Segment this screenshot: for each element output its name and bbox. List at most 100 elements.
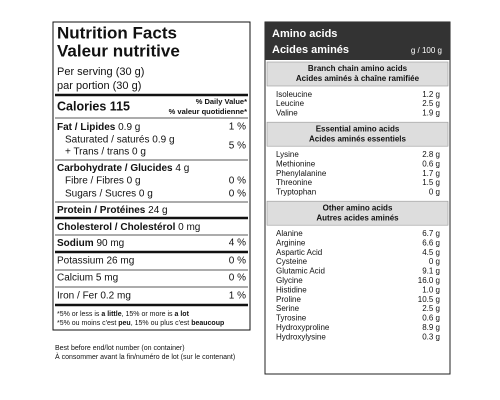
amino-amount: 2.8 g [422,150,440,159]
dv: 0 % [229,189,246,200]
amino-amount: 8.9 g [422,323,440,332]
amino-amount: 0.6 g [422,159,440,168]
amount: 90 mg [96,238,124,249]
amino-name: Threonine [276,178,313,187]
section-title: Other amino acids [323,203,393,212]
amino-amount: 0 g [429,257,440,266]
trans: + Trans / trans 0 g [65,147,146,158]
lot-note: Best before end/lot number (on container… [55,345,185,352]
amount: 0 mg [178,222,200,233]
calcium: Calcium 5 mg [57,273,118,284]
amino-amount: 0.6 g [422,314,440,323]
dv: 4 % [229,238,246,249]
amino-name: Glycine [276,276,303,285]
amino-name: Proline [276,295,301,304]
amino-name: Serine [276,304,300,313]
carbohydrate: Carbohydrate / Glucides 4 g [57,163,189,174]
text: , 15% ou plus c'est [131,320,191,327]
amino-name: Arginine [276,238,306,247]
label: Carbohydrate / Glucides [57,163,173,174]
amino-amount: 1.7 g [422,169,440,178]
amino-name: Leucine [276,99,305,108]
amino-amount: 4.5 g [422,248,440,257]
dv: 1 % [229,291,246,302]
fat: Fat / Lipides 0.9 g [57,122,140,133]
label: Sodium [57,238,94,249]
section-title-fr: Acides aminés à chaîne ramifiée [296,74,420,83]
sugars: Sugars / Sucres 0 g [65,189,153,200]
amino-name: Isoleucine [276,90,313,99]
dv: 0 % [229,256,246,267]
serving: Per serving (30 g) [57,66,144,78]
label: Protein / Protéines [57,205,146,216]
label: Cholesterol / Cholestérol [57,222,176,233]
amino-amount: 10.5 g [418,295,440,304]
amino-amount: 9.1 g [422,267,440,276]
amino-name: Phenylalanine [276,169,327,178]
amino-name: Hydroxylysine [276,332,326,341]
section-header [266,61,449,87]
sodium: Sodium 90 mg [57,238,124,249]
protein: Protein / Protéines 24 g [57,205,168,216]
amino-unit: g / 100 g [411,46,442,55]
text: *5% ou moins c'est [57,320,118,327]
amount: 0.9 g [118,122,140,133]
text: peu [118,320,130,327]
nutrition-box [52,21,251,331]
amino-amount: 0 g [429,188,440,197]
amino-amount: 2.5 g [422,304,440,313]
amino-name: Alanine [276,229,303,238]
section-title: Essential amino acids [316,124,400,133]
section-title: Branch chain amino acids [308,64,408,73]
text: , 15% or more is [122,311,175,318]
text: a lot [175,311,190,318]
amino-header [265,22,450,60]
amino-name: Hydroxyproline [276,323,330,332]
amino-amount: 16.0 g [418,276,440,285]
dv: 5 % [229,141,246,152]
amino-name: Valine [276,109,298,118]
amount: 4 g [175,163,189,174]
calories: Calories 115 [57,99,130,113]
amino-amount: 6.6 g [422,238,440,247]
amino-amount: 1.9 g [422,109,440,118]
dv-header: % Daily Value* [196,97,247,106]
serving-fr: par portion (30 g) [57,80,141,92]
section-header [266,200,449,226]
dv: 0 % [229,273,246,284]
amino-name: Lysine [276,150,299,159]
title-fr: Valeur nutritive [57,41,180,60]
dv-header-fr: % valeur quotidienne* [169,107,247,116]
dv: 1 % [229,122,246,133]
lot-note-fr: À consommer avant la fin/numéro de lot (… [55,352,235,361]
amino-amount: 0.3 g [422,332,440,341]
amino-name: Tyrosine [276,314,307,323]
dv: 0 % [229,176,246,187]
amino-name: Cysteine [276,257,308,266]
amino-amount: 1.0 g [422,285,440,294]
amino-name: Methionine [276,159,316,168]
amount: 24 g [148,205,167,216]
potassium: Potassium 26 mg [57,256,134,267]
iron: Iron / Fer 0.2 mg [57,291,131,302]
amino-amount: 1.2 g [422,90,440,99]
footnote-fr: *5% ou moins c'est peu, 15% ou plus c'es… [57,320,224,327]
section-title-fr: Acides aminés essentiels [309,134,406,143]
title: Nutrition Facts [57,23,177,42]
section-header [266,121,449,147]
saturated: Saturated / saturés 0.9 g [65,135,175,146]
amino-amount: 2.5 g [422,99,440,108]
text: beaucoup [191,320,224,327]
amino-title-fr: Acides aminés [272,44,349,56]
label: Fat / Lipides [57,122,116,133]
amino-name: Aspartic Acid [276,248,322,257]
amino-name: Tryptophan [276,188,316,197]
amino-title: Amino acids [272,28,337,40]
amino-name: Glutamic Acid [276,267,325,276]
footnote: *5% or less is a little, 15% or more is … [57,311,190,318]
fibre: Fibre / Fibres 0 g [65,176,141,187]
text: a little [101,311,121,318]
amino-name: Histidine [276,285,307,294]
